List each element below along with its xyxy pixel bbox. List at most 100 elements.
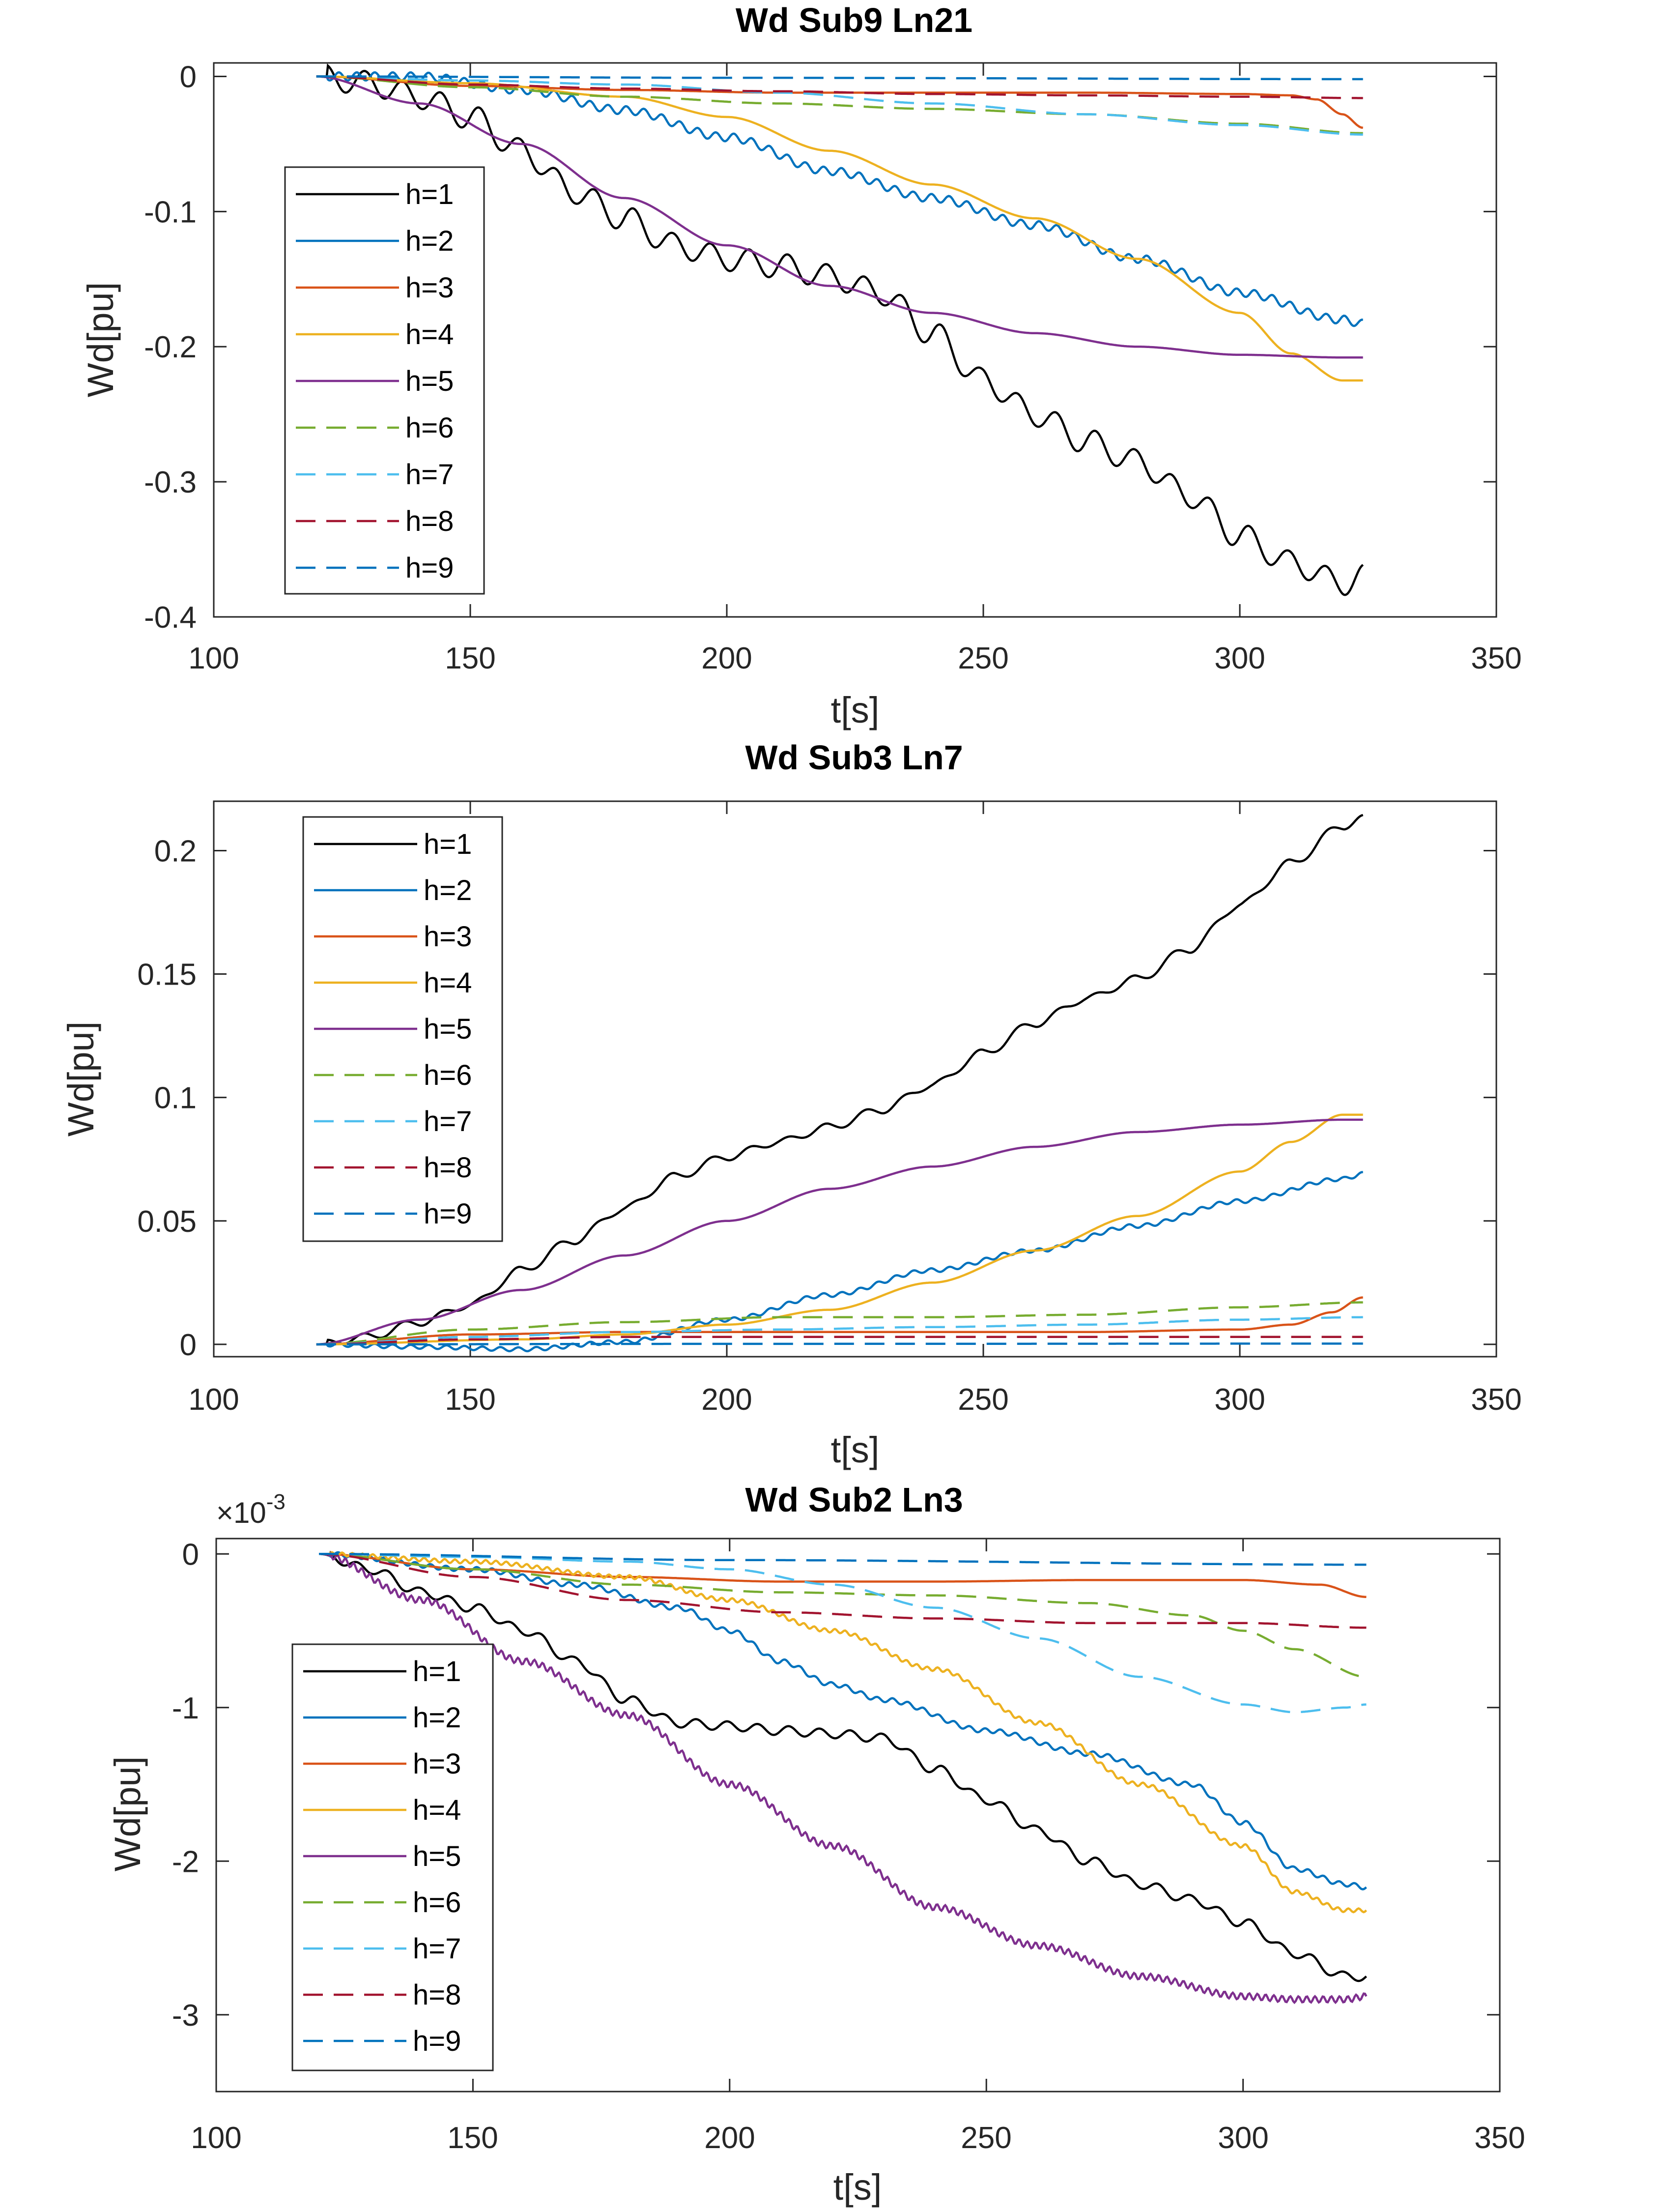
legend-label: h=7 [405,459,454,491]
y-tick-label: 0 [180,60,197,94]
series-group [316,63,1364,596]
series-line-h-9 [319,1553,1367,1566]
chart-title: Wd Sub9 Ln21 [736,1,973,39]
series-line-h-7 [319,1553,1367,1714]
legend-label: h=1 [424,828,472,860]
x-tick-labels: 100 150 200 250 300 350 [188,641,1521,675]
series-line-h-4 [319,1551,1367,1914]
y-tick-labels: 0 -1 -2 -3 [172,1538,199,2033]
legend-label: h=3 [413,1748,461,1780]
y-tick-labels: 0 -0.1 -0.2 -0.3 -0.4 [144,60,197,635]
x-tick-label: 100 [191,2121,241,2155]
y-tick-label: 0.1 [154,1081,197,1115]
x-tick-labels: 100 150 200 250 300 350 [188,1383,1521,1417]
series-line-h-6 [316,75,1363,135]
x-tick-label: 200 [701,1383,752,1417]
y-tick-label: -1 [172,1691,199,1725]
series-line-h-1 [319,1550,1367,1982]
series-line-h-5 [316,1118,1363,1346]
legend-label: h=7 [413,1933,461,1965]
chart-title: Wd Sub3 Ln7 [745,738,963,777]
x-tick-label: 300 [1214,1383,1265,1417]
series-group [319,1550,1368,2005]
y-exponent-label: ×10-3 [216,1490,286,1529]
x-tick-label: 300 [1218,2121,1268,2155]
series-line-h-9 [316,1342,1363,1346]
legend-label: h=6 [413,1887,461,1919]
series-line-h-8 [316,75,1363,99]
x-tick-label: 250 [958,1383,1008,1417]
series-line-h-5 [316,75,1363,359]
x-tick-label: 150 [445,1383,495,1417]
x-tick-label: 100 [188,1383,239,1417]
y-tick-label: -0.4 [144,601,197,635]
legend-label: h=9 [405,552,454,584]
x-tick-label: 250 [958,641,1008,675]
legend-label: h=3 [424,921,472,953]
y-exponent-base: ×10 [216,1496,266,1529]
legend-label: h=9 [424,1198,472,1230]
legend: h=1 h=2 h=3 h=4 h=5 h=6 h=7 h=8 h=9 [284,166,485,595]
y-tick-label: 0 [180,1328,197,1362]
series-line-h-4 [316,1113,1363,1346]
series-group [316,814,1364,1352]
x-tick-label: 150 [445,641,495,675]
legend-label: h=2 [424,874,472,906]
legend-label: h=7 [424,1106,472,1137]
series-line-h-6 [319,1553,1367,1678]
legend-label: h=5 [424,1013,472,1045]
legend: h=1 h=2 h=3 h=4 h=5 h=6 h=7 h=8 h=9 [302,816,503,1242]
y-tick-label: -3 [172,1999,199,2033]
x-tick-label: 150 [447,2121,498,2155]
series-line-h-9 [316,75,1363,81]
x-tick-label: 350 [1474,2121,1525,2155]
series-line-h-1 [316,814,1364,1346]
legend-label: h=5 [413,1840,461,1872]
x-axis-label: t[s] [833,2167,882,2208]
y-tick-label: -0.1 [144,195,197,229]
legend-label: h=4 [413,1794,461,1826]
subplot-1: Wd Sub9 Ln21 100 150 200 250 300 350 0 -0… [80,1,1522,730]
x-axis-label: t[s] [831,690,880,730]
x-tick-label: 350 [1471,641,1521,675]
tick-marks [215,1539,1501,2092]
y-axis-label: Wd[pu] [80,282,121,397]
legend-label: h=1 [413,1656,461,1688]
series-line-h-1 [316,63,1364,596]
legend-label: h=3 [405,272,454,304]
series-line-h-2 [316,71,1363,327]
legend-label: h=8 [413,1979,461,2011]
y-exponent-power: -3 [266,1490,286,1514]
y-tick-label: 0 [182,1538,199,1572]
y-tick-label: 0.2 [154,834,197,868]
legend-label: h=6 [405,412,454,444]
y-tick-label: -2 [172,1845,199,1879]
series-line-h-8 [316,1336,1363,1346]
series-line-h-7 [316,1316,1363,1346]
legend-box [291,1643,494,2071]
x-tick-label: 100 [188,641,239,675]
x-tick-label: 350 [1471,1383,1521,1417]
legend-label: h=8 [405,505,454,537]
x-tick-label: 200 [704,2121,755,2155]
x-tick-label: 250 [961,2121,1011,2155]
series-line-h-6 [316,1301,1363,1346]
y-tick-label: -0.2 [144,330,197,364]
legend-label: h=4 [405,319,454,350]
y-tick-label: -0.3 [144,466,197,499]
legend-label: h=2 [405,225,454,257]
legend-label: h=9 [413,2025,461,2057]
y-axis-label: Wd[pu] [107,1756,148,1871]
x-tick-label: 300 [1214,641,1265,675]
legend-label: h=5 [405,365,454,397]
x-axis-label: t[s] [831,1429,880,1470]
legend-label: h=6 [424,1059,472,1091]
y-tick-label: 0.15 [137,958,197,992]
chart-title: Wd Sub2 Ln3 [745,1481,963,1519]
y-tick-label: 0.05 [137,1205,197,1239]
x-tick-labels: 100 150 200 250 300 350 [191,2121,1525,2155]
y-tick-labels: 0 0.05 0.1 0.15 0.2 [137,834,197,1362]
series-line-h-8 [319,1553,1367,1629]
legend: h=1 h=2 h=3 h=4 h=5 h=6 h=7 h=8 h=9 [291,1643,494,2071]
